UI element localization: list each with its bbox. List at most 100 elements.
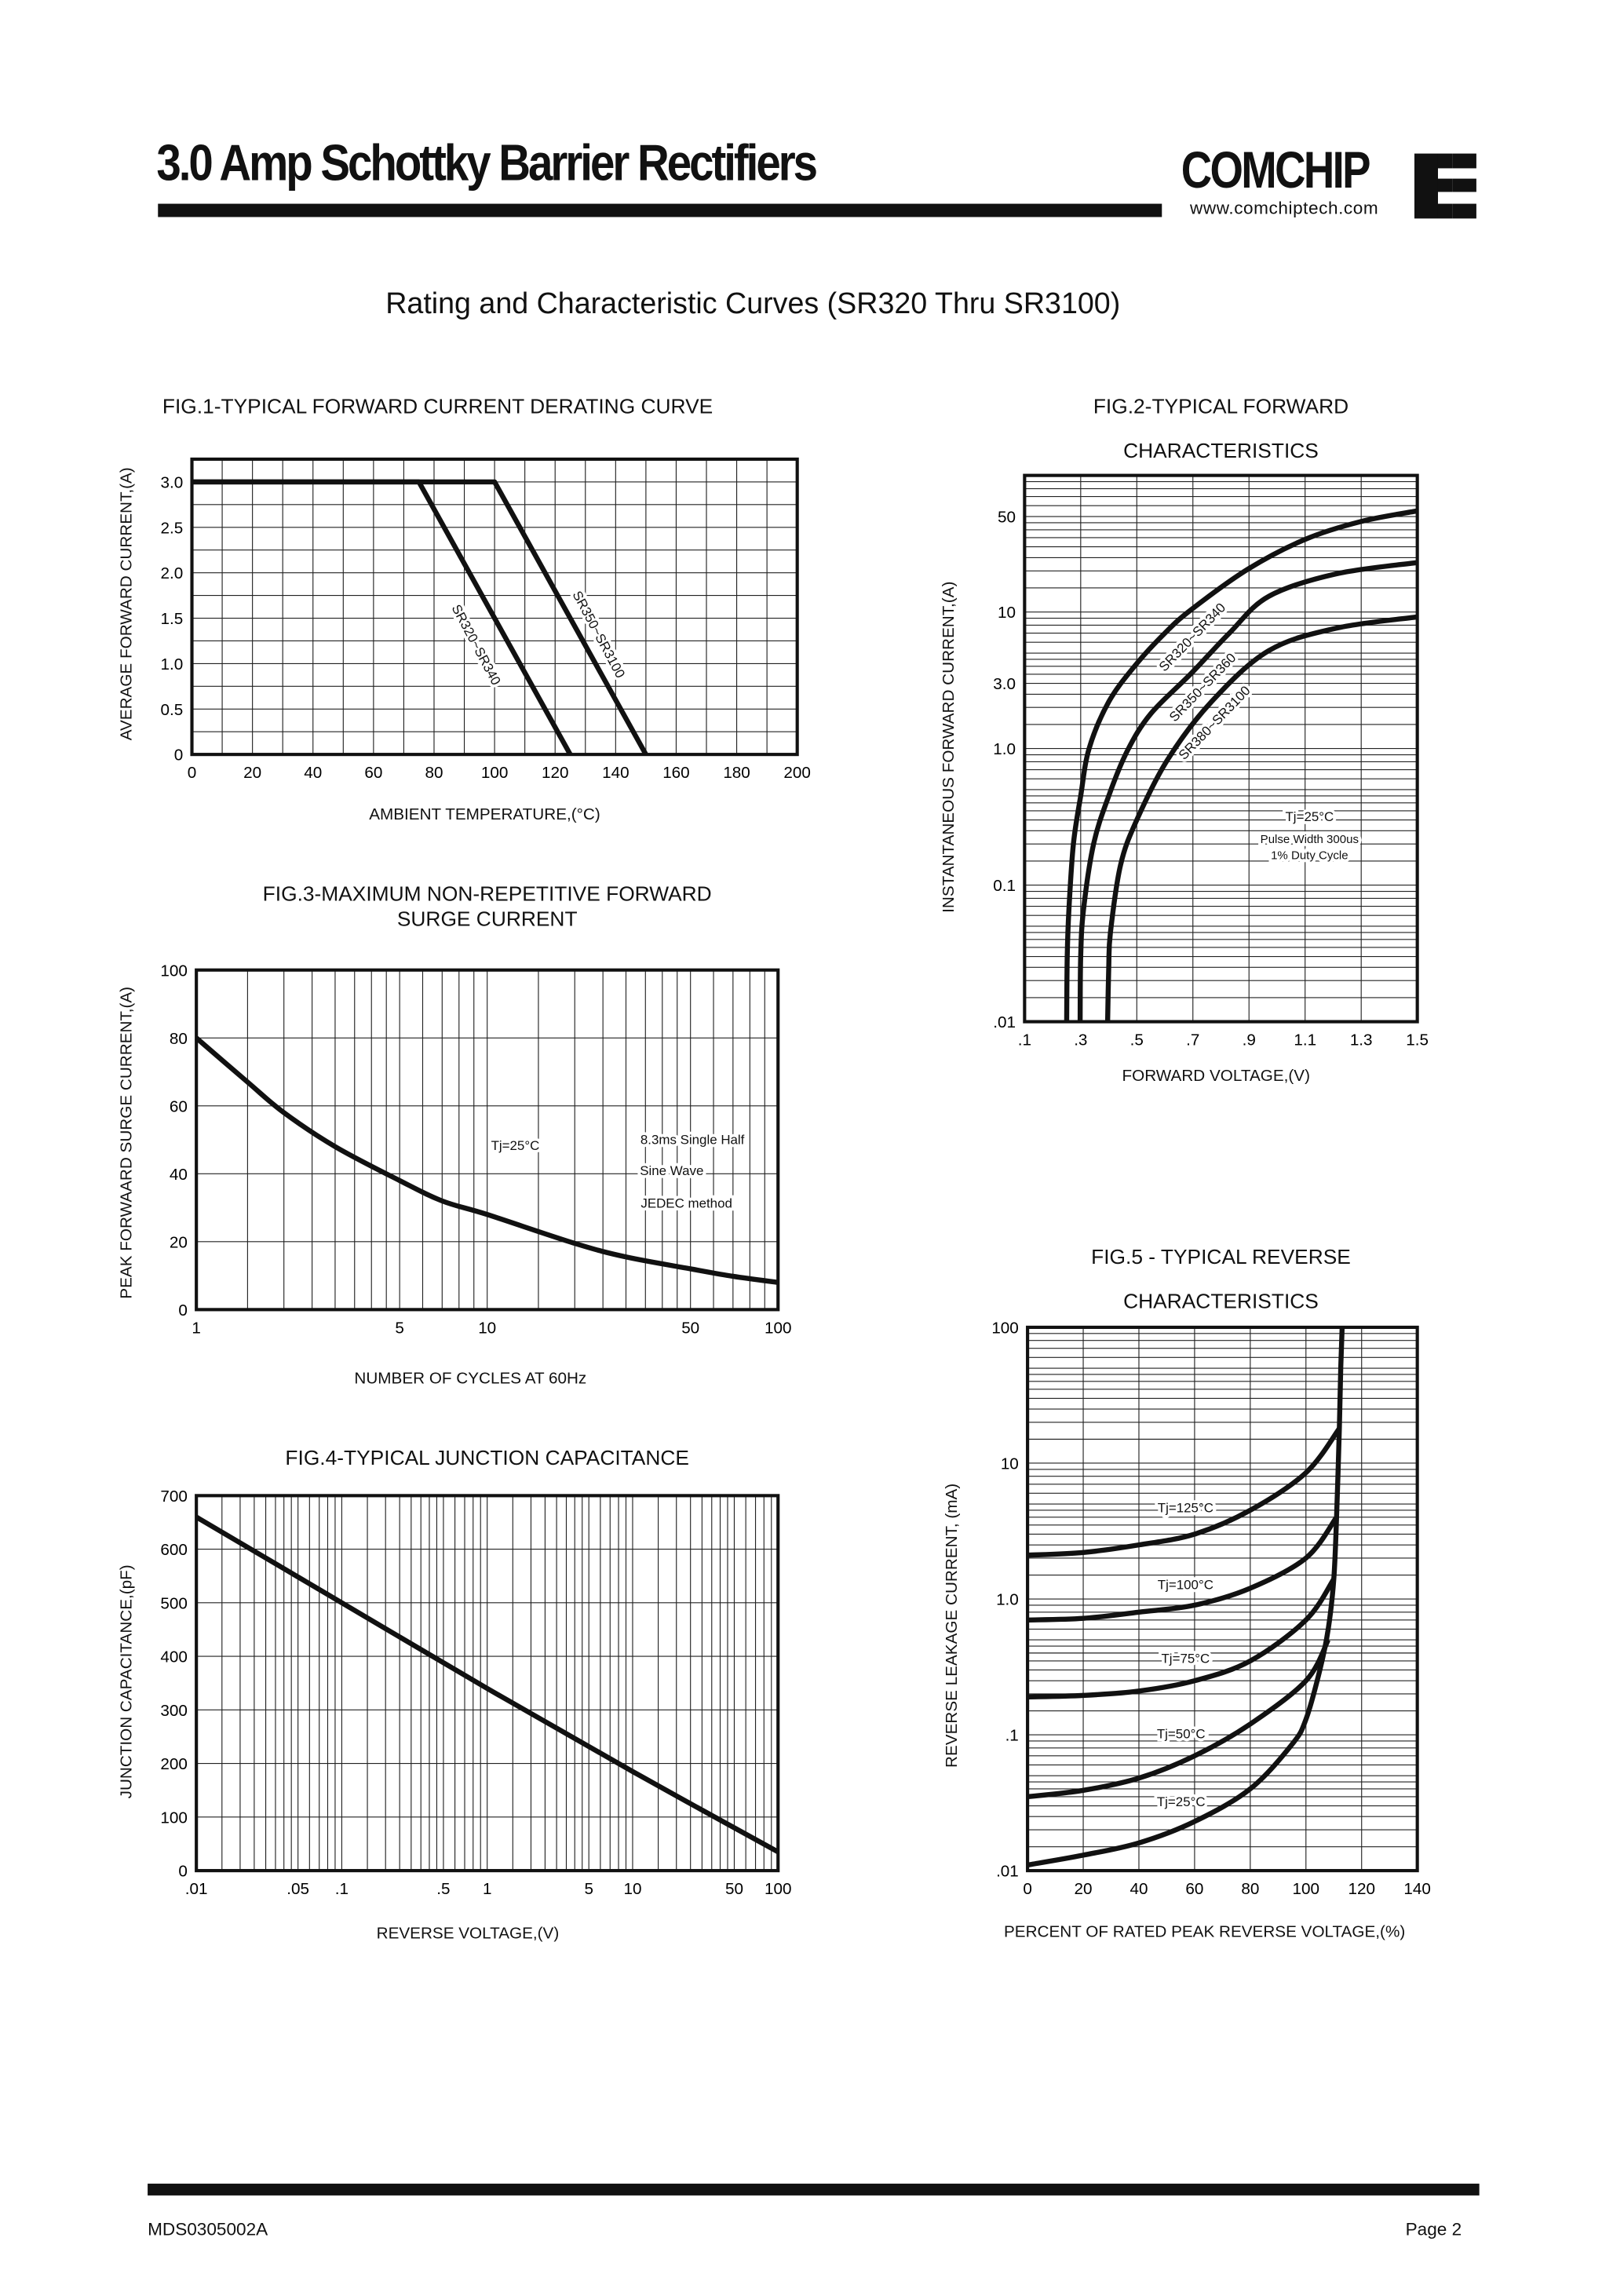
y-tick-label: 0 [178,1863,188,1881]
x-tick-label: 50 [681,1319,699,1337]
fig1-plot: 0 20 40 60 80 100 120 140 160 180 200 0 0.5 1.0 1.5 2.0… [160,457,811,782]
x-tick-label: 80 [1241,1880,1259,1898]
y-tick-label: .01 [993,1013,1016,1031]
x-tick-label: 0 [1023,1880,1032,1898]
series-label: Tj=125°C [1158,1501,1213,1516]
fig3-title-line2: SURGE CURRENT [396,906,578,930]
y-tick-label: 1.0 [993,740,1016,758]
x-tick-label: 140 [602,764,630,782]
x-tick-label: 20 [1075,1880,1093,1898]
x-tick-label: .1 [1018,1031,1031,1049]
y-tick-label: 40 [170,1166,188,1184]
series-label: Tj=100°C [1158,1578,1213,1593]
x-tick-label: 40 [1130,1880,1148,1898]
footer-rule [148,2183,1480,2196]
plot-frame [1026,1325,1419,1873]
x-tick-label: .05 [286,1880,309,1898]
series-line-4 [1027,1638,1331,1800]
y-tick-label: 20 [170,1233,188,1251]
fig2-plot: .1.3.5.7.9 1.1 1.3 1.5.010.11.03.01050SR320… [993,473,1429,1049]
fig3-title: FIG.3-MAXIMUM NON-REPETITIVE FORWARD [262,881,712,905]
x-tick-label: 1.5 [1406,1031,1429,1049]
y-tick-label: 2.5 [160,519,183,537]
fig5-title-line2: CHARACTERISTICS [1123,1289,1319,1313]
x-tick-label: .5 [1130,1031,1144,1049]
y-tick-label: 2.0 [160,564,183,582]
y-tick-label: 200 [160,1755,188,1773]
fig2-title: FIG.2-TYPICAL FORWARD [1093,394,1349,418]
fig5-title: FIG.5 - TYPICAL REVERSE [1091,1244,1351,1268]
x-tick-label: 140 [1403,1880,1431,1898]
fig5-xlabel: PERCENT OF RATED PEAK REVERSE VOLTAGE,(%… [1004,1923,1406,1942]
y-tick-label: 700 [160,1487,188,1506]
fig1-xlabel: AMBIENT TEMPERATURE,(°C) [369,805,600,824]
x-tick-label: 5 [584,1880,593,1898]
y-tick-label: 0.1 [993,877,1016,895]
x-tick-label: 200 [783,764,811,782]
x-tick-label: 160 [662,764,690,782]
fig4-plot: .01 .05 .1 .5 1 5 10 50 100 0 100 200 300 400 500 600 70… [160,1487,791,1898]
x-tick-label: 60 [1185,1880,1203,1898]
y-tick-label: 80 [170,1030,188,1048]
footer-doc-id: MDS0305002A [148,2218,268,2240]
x-tick-label: .01 [185,1880,208,1898]
y-tick-label: .1 [1005,1727,1019,1745]
x-tick-label: .9 [1243,1031,1256,1049]
x-tick-label: 5 [395,1319,404,1337]
fig3-plot: 1 5 10 50 100 0 20 40 60 80 100 Tj=25°C 8.3ms Single… [160,962,791,1337]
y-tick-label: 1.5 [160,610,183,628]
y-tick-label: 3.0 [993,675,1016,693]
y-tick-label: 0 [178,1301,188,1320]
brand-logo-text: COMCHIP [1181,143,1371,200]
y-tick-label: 0.5 [160,701,183,719]
chart-annotation: Tj=25°C [491,1138,540,1153]
fig4-xlabel: REVERSE VOLTAGE,(V) [376,1925,560,1944]
y-tick-label: 600 [160,1541,188,1559]
fig2-title-line2: CHARACTERISTICS [1123,438,1319,462]
series-line-2 [192,479,648,756]
plot-frame [190,457,799,757]
y-tick-label: 3.0 [160,473,183,491]
y-tick-label: 10 [1001,1455,1019,1473]
x-tick-label: 100 [1293,1880,1320,1898]
chart-annotation: Tj=25°C [1285,809,1334,824]
title-rule [158,203,1162,217]
series-line-5 [1027,1327,1345,1868]
y-tick-label: .01 [996,1863,1019,1881]
series-line-3 [1027,1577,1336,1700]
y-tick-label: 50 [998,509,1016,527]
series-line-1 [1064,508,1418,1022]
series-line-2 [1077,560,1418,1022]
fig5-plot: 0 20 40 60 80 100 120 140 .01 .1 1.0 10 100 Tj=125°C T… [991,1319,1431,1898]
x-tick-label: 0 [188,764,197,782]
x-tick-label: .3 [1074,1031,1087,1049]
x-tick-label: 100 [481,764,509,782]
x-tick-label: 10 [623,1880,641,1898]
chart-annotation: 8.3ms Single Half [640,1133,745,1148]
fig4-title: FIG.4-TYPICAL JUNCTION CAPACITANCE [285,1445,689,1469]
x-tick-label: 100 [765,1880,792,1898]
x-tick-label: 100 [765,1319,792,1337]
y-tick-label: 400 [160,1648,188,1666]
y-tick-label: 1.0 [160,655,183,673]
fig2-xlabel: FORWARD VOLTAGE,(V) [1122,1067,1310,1086]
fig3-xlabel: NUMBER OF CYCLES AT 60Hz [354,1370,587,1389]
x-tick-label: 40 [304,764,322,782]
series-line-1 [195,1514,779,1855]
x-tick-label: 120 [542,764,569,782]
plot-frame [195,1494,780,1873]
x-tick-label: 1 [483,1880,492,1898]
x-tick-label: 1 [192,1319,200,1337]
chart-annotation: 1% Duty Cycle [1271,849,1348,863]
footer-page-number: Page 2 [1405,2218,1462,2240]
y-tick-label: 500 [160,1594,188,1612]
series-line-2 [1027,1515,1339,1623]
y-tick-label: 1.0 [996,1591,1019,1609]
x-tick-label: 1.1 [1294,1031,1316,1049]
chart-annotation: Sine Wave [640,1163,703,1178]
x-tick-label: 20 [243,764,261,782]
page-subtitle: Rating and Characteristic Curves (SR320 … [385,287,1121,321]
comchip-logo-icon [1414,153,1476,219]
